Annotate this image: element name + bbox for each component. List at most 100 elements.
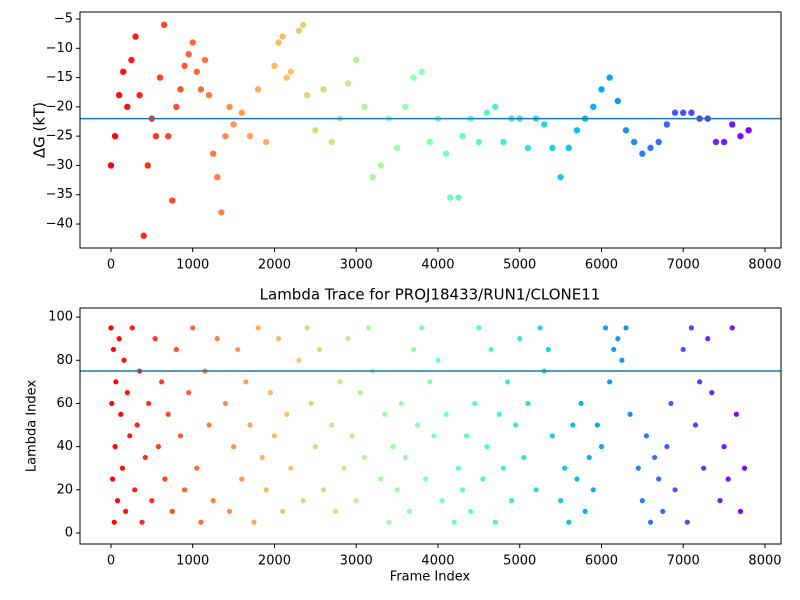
point [500, 138, 507, 146]
point [705, 336, 711, 342]
point [316, 346, 323, 353]
point [295, 27, 303, 34]
point [378, 476, 384, 482]
point [275, 336, 282, 342]
point [152, 132, 160, 140]
point [267, 390, 273, 396]
y-tick-label: −20 [46, 99, 73, 114]
point [733, 411, 739, 417]
point [451, 519, 457, 525]
point [578, 400, 584, 407]
y-tick-label: −15 [46, 70, 73, 85]
point [414, 422, 421, 428]
point [729, 121, 736, 128]
y-tick-label: 100 [48, 310, 73, 325]
point [643, 433, 650, 439]
point [173, 103, 180, 111]
point [745, 127, 752, 134]
point [107, 162, 115, 169]
y-axis-label: Lambda Index [25, 380, 40, 473]
point [111, 519, 117, 525]
point [296, 357, 302, 363]
point [116, 336, 122, 342]
point [243, 379, 249, 385]
point [549, 433, 556, 439]
x-tick-label: 3000 [340, 258, 373, 273]
point [283, 74, 290, 81]
point [496, 411, 502, 417]
point [508, 498, 515, 504]
point [426, 138, 434, 146]
point [431, 433, 437, 439]
point [468, 508, 474, 514]
point [630, 138, 638, 146]
point [353, 498, 359, 504]
point [349, 433, 355, 439]
y-axis-label: ΔG (kT) [31, 102, 49, 158]
point [614, 97, 622, 105]
x-axis-label: Frame Index [390, 570, 471, 585]
point [410, 74, 417, 81]
y-tick-label: 60 [56, 396, 73, 411]
point [112, 444, 118, 450]
point [656, 476, 662, 482]
point [394, 487, 400, 493]
x-tick-label: 5000 [503, 554, 536, 569]
point [222, 132, 229, 140]
point [271, 62, 278, 70]
chart-title: Lambda Trace for PROJ18433/RUN1/CLONE11 [260, 286, 601, 304]
point [655, 138, 662, 146]
point [231, 444, 237, 450]
point [357, 390, 363, 396]
point [127, 433, 133, 439]
point [717, 498, 723, 504]
point [402, 103, 409, 111]
plot-area [80, 21, 781, 239]
point [419, 325, 425, 331]
point [639, 150, 646, 157]
y-tick-label: −10 [46, 41, 73, 56]
point [365, 325, 372, 331]
point [114, 498, 121, 504]
plot-area [80, 325, 781, 525]
x-tick-label: 1000 [176, 258, 209, 273]
point [134, 422, 140, 428]
point [712, 138, 720, 146]
point [185, 50, 192, 58]
point [140, 232, 147, 239]
point [190, 325, 196, 331]
x-tick-label: 2000 [258, 258, 291, 273]
point [121, 357, 127, 363]
point [118, 411, 124, 417]
point [537, 325, 543, 331]
point [230, 121, 237, 128]
point [144, 162, 151, 169]
point [222, 400, 229, 407]
point [455, 465, 462, 471]
point [206, 422, 212, 428]
point [132, 33, 139, 40]
point [177, 86, 184, 93]
point [455, 194, 462, 201]
point [602, 325, 609, 331]
point [565, 144, 572, 152]
point [218, 209, 225, 216]
point [109, 400, 115, 407]
point [680, 346, 686, 353]
point [463, 433, 470, 439]
point [459, 487, 466, 493]
point [288, 465, 294, 471]
point [680, 109, 687, 116]
point [652, 454, 658, 461]
point [484, 444, 490, 450]
point [611, 346, 617, 353]
point [741, 465, 748, 471]
point [181, 487, 188, 493]
point [139, 519, 145, 525]
point [639, 498, 645, 504]
point [557, 173, 564, 181]
point [361, 454, 368, 461]
point [427, 379, 433, 385]
point [701, 465, 707, 471]
